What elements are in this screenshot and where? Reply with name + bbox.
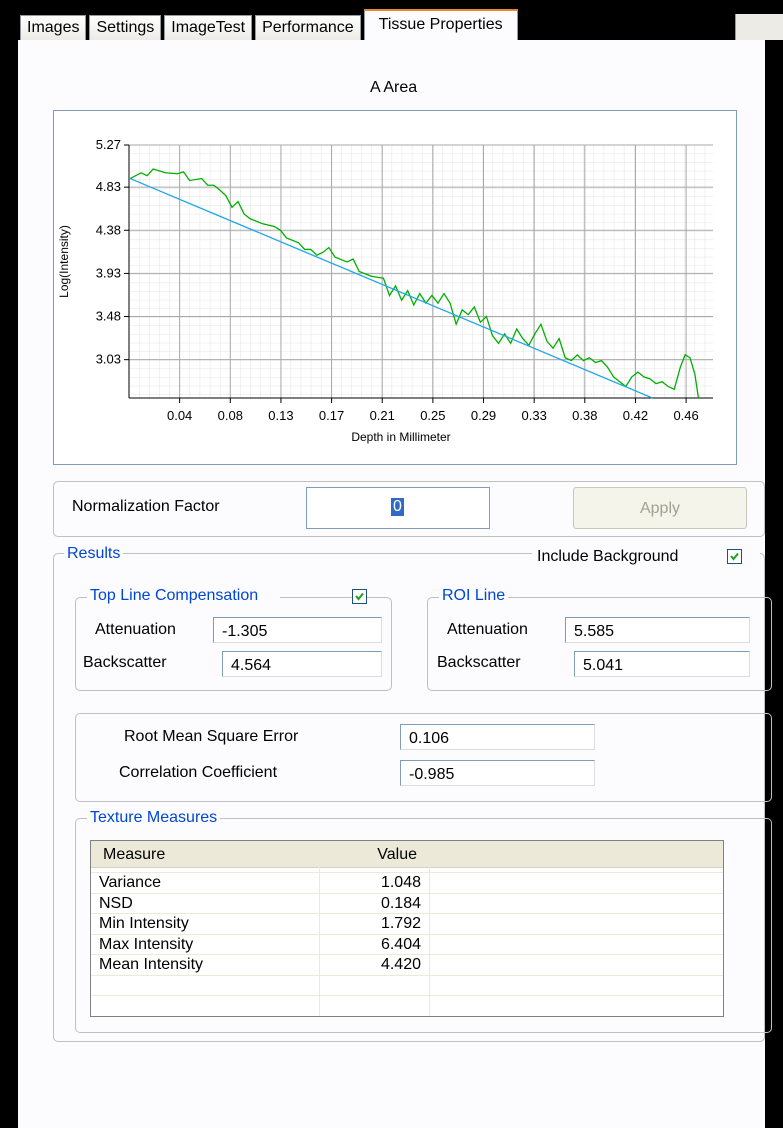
top-line-checkbox[interactable]	[352, 589, 367, 604]
row-line	[91, 954, 723, 955]
row-line	[91, 892, 723, 894]
chart-title: A Area	[370, 79, 418, 96]
tab-bar: Images Settings ImageTest Performance Tissue…	[20, 9, 521, 40]
normalization-label: Normalization Factor	[72, 498, 220, 515]
x-tick-label: 0.25	[420, 408, 445, 423]
column-header[interactable]: Measure	[91, 841, 320, 868]
measure-cell: Max Intensity	[99, 935, 194, 953]
value-cell: 1.792	[380, 915, 421, 932]
x-tick-label: 0.21	[370, 408, 395, 423]
chart-frame: 3.03 3.48 3.93 4.38 4.83 5.27 0.04 0.08 0.13 0.17…	[53, 110, 737, 465]
include-background-label: Include Background	[537, 548, 679, 565]
normalization-input[interactable]: 0	[306, 487, 490, 529]
y-axis-label: Log(Intensity)	[57, 225, 71, 298]
attenuation-field[interactable]: -1.305	[213, 617, 382, 643]
column-header[interactable]: Value	[319, 841, 430, 868]
rmse-field[interactable]: 0.106	[400, 724, 595, 750]
attenuation-label: Attenuation	[447, 621, 528, 638]
y-tick-label: 3.03	[96, 352, 121, 367]
x-tick-label: 0.38	[572, 408, 597, 423]
results-group	[53, 553, 765, 1042]
attenuation-field[interactable]: 5.585	[565, 617, 750, 643]
measure-cell: Variance	[99, 874, 161, 891]
backscatter-label: Backscatter	[437, 654, 521, 671]
rmse-label: Root Mean Square Error	[124, 728, 299, 745]
x-tick-label: 0.42	[623, 408, 648, 423]
row-line	[91, 974, 723, 976]
data-line	[129, 168, 700, 399]
backscatter-field[interactable]: 5.041	[574, 651, 750, 677]
check-mark	[730, 552, 739, 561]
x-axis-label: Depth in Millimeter	[351, 430, 450, 444]
row-line	[91, 933, 723, 935]
check-stroke	[355, 592, 364, 601]
backscatter-label: Backscatter	[83, 654, 167, 671]
x-tick-label: 0.17	[319, 408, 344, 423]
correlation-field[interactable]: -0.985	[400, 760, 595, 786]
value-cell: 4.420	[380, 956, 421, 973]
x-tick-label: 0.33	[522, 408, 547, 423]
row-line	[91, 872, 723, 873]
measure-cell: NSD	[99, 894, 133, 912]
tab[interactable]: Settings	[89, 15, 162, 40]
row-line	[91, 913, 723, 914]
y-tick-label: 4.38	[96, 222, 121, 237]
value-cell: 6.404	[380, 935, 421, 953]
tab[interactable]: ImageTest	[164, 15, 253, 40]
measure-cell: Min Intensity	[99, 915, 189, 932]
texture-table: Measure Value Variance 1.048 NSD 0.184 Min Int…	[90, 840, 724, 1017]
x-tick-label: 0.29	[471, 408, 496, 423]
results-title: Results	[64, 545, 124, 563]
x-tick-label: 0.46	[673, 408, 698, 423]
row-line	[91, 995, 723, 996]
measure-cell: Mean Intensity	[99, 956, 204, 973]
correlation-label: Correlation Coefficient	[119, 764, 278, 781]
x-tick-label: 0.08	[218, 408, 243, 423]
attenuation-label: Attenuation	[95, 621, 176, 638]
top-line-title: Top Line Compensation	[87, 587, 281, 605]
value-cell: 1.048	[380, 874, 421, 891]
check-stroke	[730, 552, 739, 561]
data-line	[129, 177, 653, 399]
chart: 3.03 3.48 3.93 4.38 4.83 5.27 0.04 0.08 0.13 0.17…	[57, 137, 713, 444]
check-mark	[355, 592, 364, 601]
tab-strip	[735, 14, 783, 40]
y-tick-label: 3.48	[96, 309, 121, 324]
normalization-group	[53, 481, 765, 537]
x-tick-label: 0.13	[268, 408, 293, 423]
column-line	[429, 841, 430, 1016]
backscatter-field[interactable]: 4.564	[222, 651, 382, 677]
roi-line-group	[427, 597, 772, 691]
y-tick-label: 4.83	[96, 179, 121, 194]
tab[interactable]: Performance	[255, 15, 361, 40]
fit-group	[75, 713, 772, 802]
column-header-filler	[430, 841, 723, 868]
include-background-area	[532, 545, 760, 565]
tab[interactable]: Images	[20, 15, 87, 40]
column-line	[319, 841, 320, 1016]
texture-group	[75, 818, 772, 1033]
x-tick-label: 0.04	[167, 408, 192, 423]
tab[interactable]: Tissue Properties	[363, 9, 518, 40]
apply-button: Apply	[573, 487, 747, 529]
input-text: 0	[391, 498, 404, 516]
include-background-checkbox[interactable]	[727, 549, 742, 564]
y-tick-label: 5.27	[96, 137, 121, 152]
value-cell: 0.184	[380, 894, 421, 912]
texture-title: Texture Measures	[87, 809, 221, 827]
roi-line-title: ROI Line	[439, 587, 509, 605]
y-tick-label: 3.93	[96, 265, 121, 280]
